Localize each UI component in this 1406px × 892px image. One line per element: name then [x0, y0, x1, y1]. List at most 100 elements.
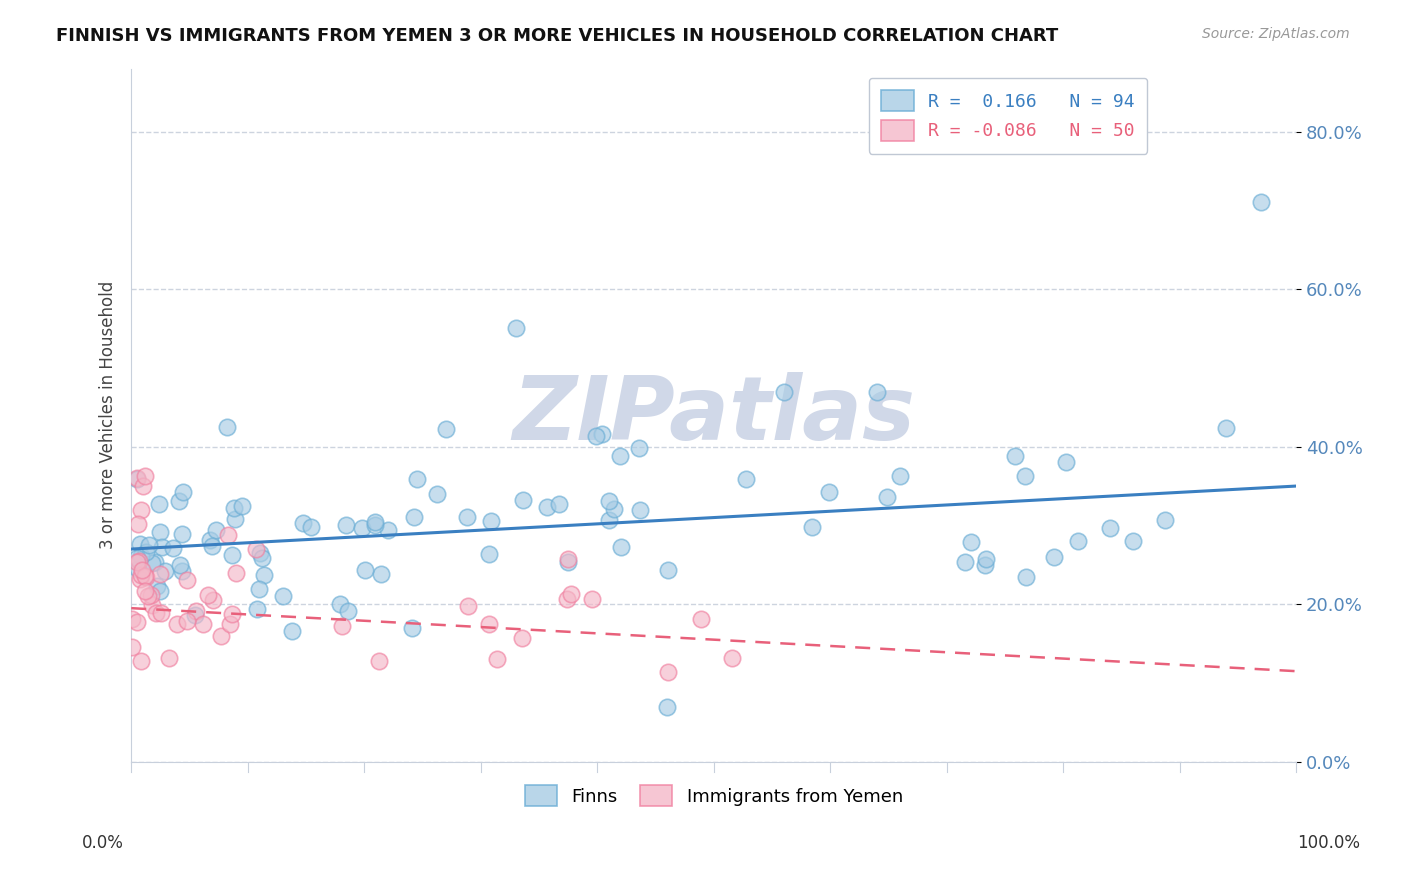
Point: [129, 568, 152, 582]
Point: [628, 502, 651, 516]
Point: [1122, 533, 1144, 548]
Point: [456, 509, 478, 524]
Point: [148, 524, 170, 539]
Point: [134, 468, 156, 483]
Point: [876, 490, 898, 504]
Point: [953, 556, 976, 570]
Point: [598, 493, 620, 508]
Point: [402, 510, 425, 524]
Text: Source: ZipAtlas.com: Source: ZipAtlas.com: [1202, 27, 1350, 41]
Point: [125, 556, 148, 570]
Point: [221, 548, 243, 562]
Point: [512, 493, 534, 508]
Point: [169, 493, 191, 508]
Point: [135, 545, 157, 559]
Y-axis label: 3 or more Vehicles in Household: 3 or more Vehicles in Household: [100, 281, 117, 549]
Point: [557, 556, 579, 570]
Point: [479, 514, 502, 528]
Point: [231, 499, 253, 513]
Point: [249, 545, 271, 559]
Point: [1067, 534, 1090, 549]
Point: [959, 535, 981, 549]
Point: [197, 588, 219, 602]
Point: [172, 485, 194, 500]
Point: [127, 516, 149, 531]
Point: [225, 566, 247, 581]
Point: [657, 699, 679, 714]
Point: [1015, 569, 1038, 583]
Point: [128, 554, 150, 568]
Point: [224, 512, 246, 526]
Point: [127, 561, 149, 575]
Point: [121, 612, 143, 626]
Point: [735, 472, 758, 486]
Point: [1054, 454, 1077, 468]
Point: [176, 573, 198, 587]
Point: [128, 537, 150, 551]
Point: [169, 558, 191, 572]
Point: [1099, 521, 1122, 535]
Point: [610, 540, 633, 554]
Point: [478, 617, 501, 632]
Point: [536, 500, 558, 515]
Point: [166, 616, 188, 631]
Point: [292, 516, 315, 530]
Point: [1250, 195, 1272, 210]
Point: [125, 472, 148, 486]
Point: [329, 597, 352, 611]
Point: [129, 549, 152, 564]
Point: [176, 614, 198, 628]
Point: [354, 563, 377, 577]
Point: [581, 591, 603, 606]
Point: [146, 578, 169, 592]
Point: [364, 515, 387, 529]
Point: [370, 566, 392, 581]
Point: [627, 442, 650, 456]
Point: [510, 631, 533, 645]
Point: [129, 572, 152, 586]
Point: [560, 586, 582, 600]
Point: [271, 589, 294, 603]
Point: [800, 520, 823, 534]
Point: [974, 558, 997, 573]
Point: [153, 564, 176, 578]
Point: [1004, 449, 1026, 463]
Point: [657, 563, 679, 577]
Point: [889, 469, 911, 483]
Point: [149, 567, 172, 582]
Point: [150, 540, 173, 554]
Point: [364, 518, 387, 533]
Point: [352, 521, 374, 535]
Point: [657, 665, 679, 680]
Point: [434, 421, 457, 435]
Point: [478, 547, 501, 561]
Point: [138, 538, 160, 552]
Point: [246, 602, 269, 616]
Point: [132, 479, 155, 493]
Point: [191, 616, 214, 631]
Point: [200, 533, 222, 548]
Point: [585, 429, 607, 443]
Point: [866, 384, 889, 399]
Point: [125, 615, 148, 629]
Point: [148, 497, 170, 511]
Point: [690, 612, 713, 626]
Point: [1154, 513, 1177, 527]
Point: [209, 629, 232, 643]
Point: [406, 472, 429, 486]
Point: [1014, 469, 1036, 483]
Point: [134, 569, 156, 583]
Point: [555, 591, 578, 606]
Point: [145, 607, 167, 621]
Point: [162, 541, 184, 556]
Point: [170, 527, 193, 541]
Point: [184, 604, 207, 618]
Point: [377, 524, 399, 538]
Point: [330, 619, 353, 633]
Point: [247, 582, 270, 596]
Point: [135, 570, 157, 584]
Point: [217, 528, 239, 542]
Point: [157, 650, 180, 665]
Point: [485, 652, 508, 666]
Point: [184, 607, 207, 622]
